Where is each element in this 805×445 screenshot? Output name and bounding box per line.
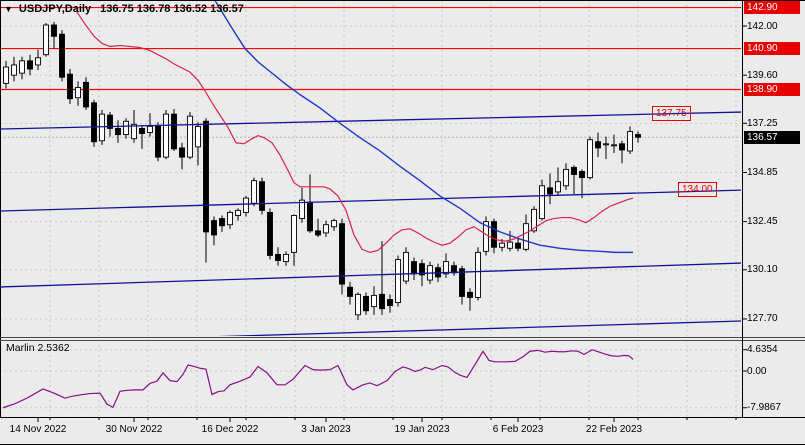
blue-moving-average-line	[214, 1, 633, 254]
bullish-candle	[355, 293, 361, 316]
bearish-candle	[107, 114, 113, 129]
bullish-candle	[187, 115, 193, 158]
bearish-candle	[571, 166, 577, 175]
bearish-candle	[459, 268, 465, 297]
bullish-candle	[627, 131, 633, 152]
bullish-candle	[395, 259, 401, 304]
bearish-candle	[83, 81, 89, 108]
bearish-candle	[347, 286, 353, 297]
bearish-candle	[91, 102, 97, 143]
bearish-candle	[619, 143, 625, 151]
bullish-candle	[323, 224, 329, 234]
bullish-candle	[475, 251, 481, 298]
bullish-candle	[131, 123, 137, 140]
bullish-candle	[235, 209, 241, 216]
bullish-candle	[523, 223, 529, 250]
bullish-candle	[251, 180, 257, 204]
bullish-candle	[163, 113, 169, 158]
bearish-candle	[51, 24, 57, 37]
bullish-candle	[403, 251, 409, 282]
red-moving-average-line	[75, 10, 634, 254]
bearish-candle	[307, 201, 313, 232]
bearish-candle	[203, 120, 209, 233]
bullish-candle	[539, 185, 545, 220]
bearish-candle	[59, 33, 65, 78]
main-chart-area[interactable]	[0, 0, 742, 343]
bullish-candle	[35, 57, 41, 66]
bearish-candle	[219, 218, 225, 227]
bullish-candle	[443, 261, 449, 275]
bullish-candle	[123, 120, 129, 136]
bearish-candle	[411, 261, 417, 275]
bearish-candle	[419, 263, 425, 276]
bullish-candle	[499, 242, 505, 248]
bullish-candle	[563, 168, 569, 187]
indicator-panel-area[interactable]	[0, 340, 742, 417]
bearish-candle	[339, 223, 345, 285]
bullish-candle	[147, 125, 153, 133]
bearish-candle	[115, 127, 121, 136]
bearish-candle	[635, 134, 641, 138]
bearish-candle	[579, 171, 585, 179]
bullish-candle	[603, 143, 609, 146]
bullish-candle	[195, 125, 201, 148]
bullish-candle	[611, 144, 617, 147]
bearish-candle	[387, 299, 393, 307]
bearish-candle	[547, 187, 553, 195]
bullish-candle	[43, 24, 49, 56]
bullish-candle	[75, 87, 81, 99]
bullish-candle	[507, 241, 513, 249]
bullish-candle	[331, 220, 337, 228]
bearish-candle	[267, 211, 273, 256]
trend-channel-line[interactable]	[0, 262, 742, 288]
bullish-candle	[291, 215, 297, 253]
bullish-candle	[3, 66, 9, 84]
bearish-candle	[363, 295, 369, 312]
bearish-candle	[155, 125, 161, 158]
bullish-candle	[283, 253, 289, 263]
bearish-candle	[515, 242, 521, 249]
bearish-candle	[467, 291, 473, 298]
marlin-indicator-line	[2, 349, 634, 409]
bearish-candle	[275, 253, 281, 262]
bearish-candle	[315, 230, 321, 236]
bullish-candle	[11, 64, 17, 76]
bearish-candle	[27, 60, 33, 70]
bullish-candle	[371, 294, 377, 308]
bullish-candle	[99, 113, 105, 142]
bearish-candle	[67, 73, 73, 100]
trend-channel-line[interactable]	[0, 320, 742, 343]
bearish-candle	[211, 220, 217, 236]
bullish-candle	[227, 211, 233, 226]
bullish-candle	[587, 139, 593, 179]
bearish-candle	[491, 221, 497, 248]
bullish-candle	[19, 60, 25, 74]
bullish-candle	[299, 199, 305, 220]
bullish-candle	[531, 208, 537, 232]
trend-channel-line[interactable]	[0, 111, 742, 130]
bearish-candle	[595, 141, 601, 149]
bearish-candle	[179, 147, 185, 158]
bearish-candle	[171, 113, 177, 150]
bearish-candle	[379, 293, 385, 310]
bearish-candle	[139, 127, 145, 135]
bearish-candle	[259, 181, 265, 211]
bullish-candle	[243, 197, 249, 213]
trend-channel-line[interactable]	[0, 189, 742, 212]
bullish-candle	[555, 181, 561, 193]
